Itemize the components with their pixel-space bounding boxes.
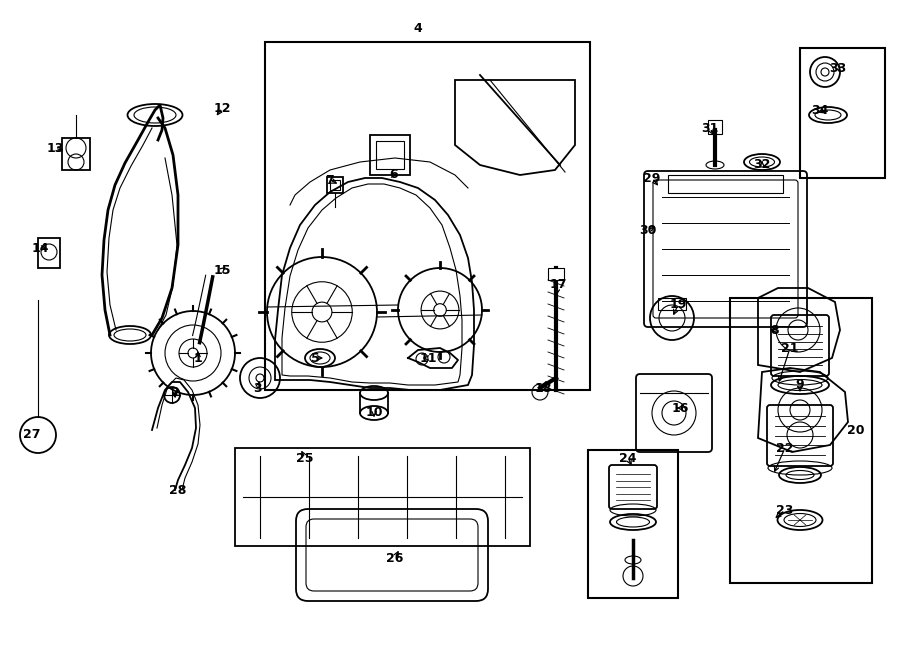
Bar [376,141,404,169]
Bar [548,268,564,280]
Text: 1: 1 [194,352,202,364]
Text: 16: 16 [671,401,688,414]
Text: 24: 24 [619,451,637,465]
Bar [370,135,410,175]
Text: 19: 19 [670,299,687,311]
Text: 5: 5 [310,352,320,364]
Text: 26: 26 [386,551,404,564]
Bar [708,120,722,134]
Text: 12: 12 [213,102,230,114]
Text: 27: 27 [23,428,40,442]
Bar [330,180,340,190]
Text: 18: 18 [535,381,552,395]
Bar [327,177,343,193]
Bar [730,298,872,583]
Bar [38,238,60,268]
Text: 4: 4 [414,22,422,34]
Text: 15: 15 [213,264,230,276]
Text: 11: 11 [419,352,436,364]
Text: 28: 28 [169,483,186,496]
Bar [668,175,783,193]
Text: 13: 13 [46,141,64,155]
Bar [62,138,90,170]
Text: 3: 3 [254,381,262,395]
Bar [588,450,678,598]
Text: 10: 10 [365,405,382,418]
Text: 21: 21 [781,342,799,354]
Text: 9: 9 [796,379,805,391]
Bar [800,48,885,178]
Text: 23: 23 [777,504,794,516]
Text: 34: 34 [811,104,829,116]
Text: 30: 30 [639,223,657,237]
Text: 25: 25 [296,451,314,465]
Text: 7: 7 [326,173,335,186]
Text: 17: 17 [549,278,567,292]
Text: 8: 8 [770,323,779,336]
Text: 33: 33 [830,61,847,75]
Bar [658,298,686,310]
Text: 32: 32 [753,159,770,171]
Text: 14: 14 [32,241,49,254]
Text: 22: 22 [776,442,794,455]
Text: 2: 2 [171,385,179,399]
Text: 6: 6 [390,169,399,182]
Text: 31: 31 [701,122,719,134]
Bar [235,448,530,546]
Text: 20: 20 [847,424,865,436]
Bar [265,42,590,390]
Text: 29: 29 [644,171,661,184]
